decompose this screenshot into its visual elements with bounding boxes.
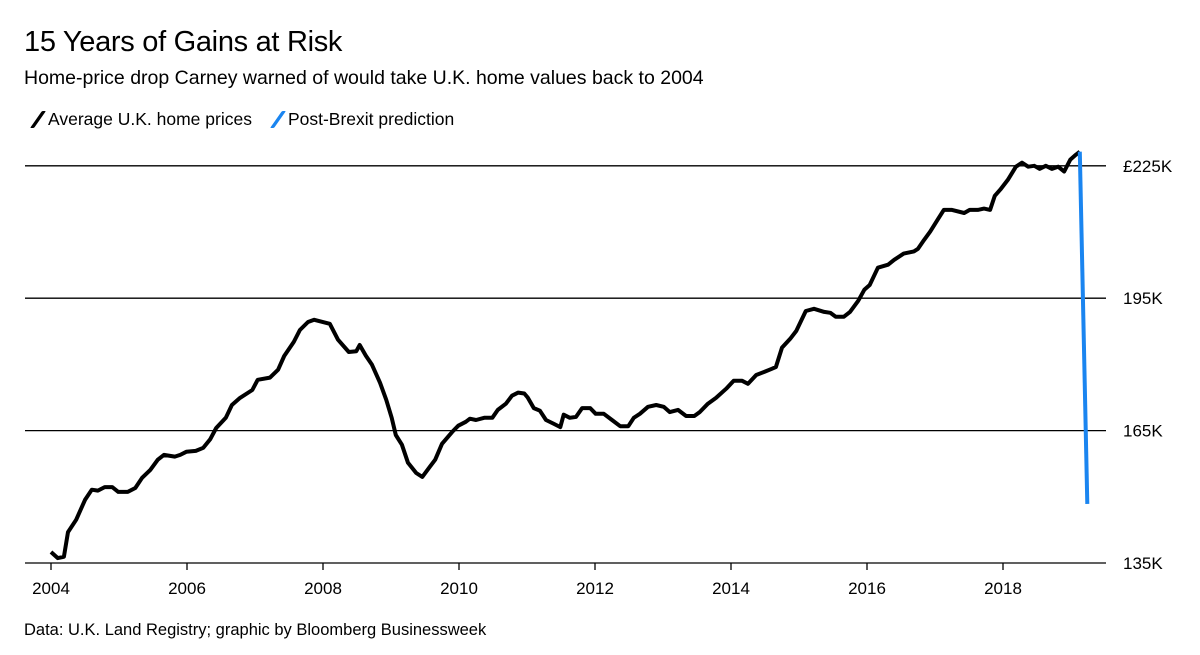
- x-tick-label: 2014: [712, 579, 750, 598]
- chart-subtitle: Home-price drop Carney warned of would t…: [24, 67, 704, 89]
- chart-title: 15 Years of Gains at Risk: [24, 26, 343, 58]
- x-tick-label: 2010: [440, 579, 478, 598]
- y-tick-label: £225K: [1123, 157, 1173, 176]
- legend-item-home-prices: Average U.K. home prices: [30, 109, 252, 130]
- series-line-post-brexit-prediction: [1077, 151, 1090, 504]
- series-line-home-prices: [49, 150, 1082, 561]
- x-tick-label: 2012: [576, 579, 614, 598]
- source-note: Data: U.K. Land Registry; graphic by Blo…: [24, 621, 487, 639]
- x-tick-label: 2006: [168, 579, 206, 598]
- legend-label: Post-Brexit prediction: [287, 109, 455, 129]
- x-tick-label: 2016: [848, 579, 886, 598]
- y-tick-label: 195K: [1123, 289, 1163, 308]
- x-tick-label: 2008: [304, 579, 342, 598]
- legend-item-prediction: Post-Brexit prediction: [270, 109, 455, 130]
- y-tick-label: 135K: [1123, 554, 1163, 573]
- legend: Average U.K. home prices Post-Brexit pre…: [30, 109, 455, 130]
- x-tick-label: 2004: [32, 579, 70, 598]
- x-tick-label: 2018: [984, 579, 1022, 598]
- y-tick-label: 165K: [1123, 422, 1163, 441]
- legend-label: Average U.K. home prices: [48, 109, 252, 129]
